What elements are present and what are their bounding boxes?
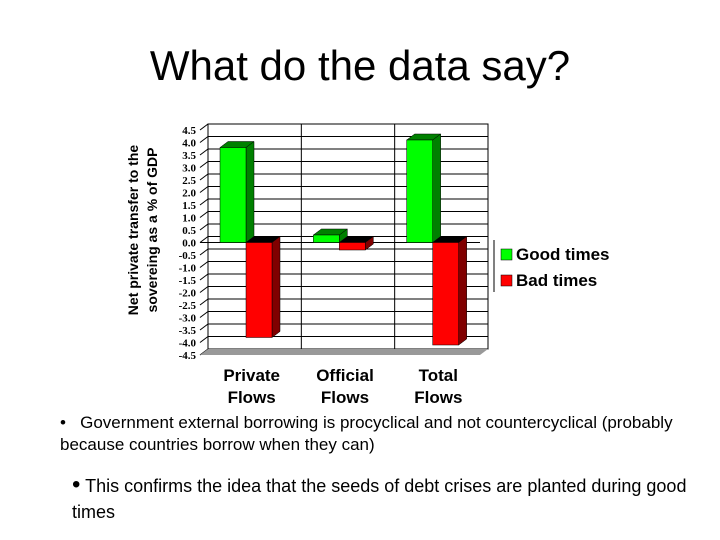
tick-diagonal — [199, 311, 209, 318]
tick-diagonal — [199, 223, 209, 231]
plot-floor — [200, 349, 488, 355]
y-tick-label: 0.0 — [182, 238, 196, 250]
legend-swatch — [500, 274, 513, 287]
tick-diagonal — [199, 286, 209, 293]
bar-good-times — [406, 139, 433, 243]
tick-diagonal — [199, 173, 209, 181]
legend-swatch — [500, 248, 513, 261]
y-axis-label: Net private transfer to the — [125, 145, 141, 316]
bar-bad-times — [339, 242, 366, 251]
bar-side — [432, 133, 441, 243]
y-tick-label: 1.5 — [182, 200, 196, 212]
tick-diagonal — [199, 273, 209, 281]
y-tick-label: 1.0 — [182, 213, 196, 225]
tick-diagonal — [199, 261, 209, 268]
bar-bad-times — [245, 242, 273, 338]
tick-diagonal — [199, 148, 209, 156]
x-category-label: Flows — [321, 388, 369, 407]
x-category-label: Official — [316, 366, 374, 385]
y-axis-label: sovereing as a % of GDP — [144, 148, 160, 313]
bullet-1: • Government external borrowing is procy… — [60, 412, 700, 456]
y-tick-label: -4.0 — [179, 338, 197, 350]
tick-diagonal — [199, 186, 209, 193]
bar-good-times — [313, 234, 340, 243]
x-category-label: Total — [419, 366, 458, 385]
legend-label: Good times — [516, 245, 610, 264]
y-tick-label: 2.5 — [182, 175, 196, 187]
bullet-2: • This confirms the idea that the seeds … — [72, 472, 692, 525]
y-tick-label: -3.5 — [179, 325, 197, 337]
y-tick-label: 3.0 — [182, 163, 196, 175]
tick-diagonal — [199, 123, 209, 131]
slide-title: What do the data say? — [149, 42, 571, 89]
tick-diagonal — [199, 323, 209, 331]
tick-diagonal — [199, 248, 209, 256]
bullet-marker: • — [72, 471, 81, 498]
tick-diagonal — [199, 336, 209, 343]
x-category-label: Flows — [414, 388, 462, 407]
bullet-marker: • — [60, 413, 66, 432]
bar-side — [458, 236, 467, 346]
y-tick-label: 0.5 — [182, 225, 196, 237]
y-tick-label: -1.5 — [179, 275, 197, 287]
bar-side — [245, 141, 255, 243]
bar-chart: 4.54.03.53.02.52.01.51.00.50.0-0.5-1.0-1… — [125, 123, 610, 407]
tick-diagonal — [199, 161, 209, 168]
y-tick-label: 2.0 — [182, 188, 196, 200]
y-tick-label: -1.0 — [179, 263, 197, 275]
legend-label: Bad times — [516, 271, 597, 290]
tick-diagonal — [199, 298, 209, 306]
y-tick-label: 4.5 — [182, 125, 196, 137]
tick-diagonal — [199, 236, 209, 243]
y-tick-label: 3.5 — [182, 150, 196, 162]
y-tick-label: -2.5 — [179, 300, 197, 312]
tick-diagonal — [199, 136, 209, 143]
y-tick-label: -0.5 — [179, 250, 197, 262]
tick-diagonal — [199, 198, 209, 206]
x-category-label: Private — [223, 366, 280, 385]
bullet-text: Government external borrowing is procycl… — [60, 413, 673, 454]
y-tick-label: -3.0 — [179, 313, 197, 325]
x-category-label: Flows — [228, 388, 276, 407]
y-tick-label: -2.0 — [179, 288, 197, 300]
bullet-text: This confirms the idea that the seeds of… — [72, 476, 687, 522]
tick-diagonal — [199, 211, 209, 218]
y-tick-label: -4.5 — [179, 350, 197, 362]
y-tick-label: 4.0 — [182, 138, 196, 150]
bar-side — [271, 236, 281, 338]
bar-bad-times — [432, 242, 459, 346]
bar-good-times — [219, 147, 247, 243]
